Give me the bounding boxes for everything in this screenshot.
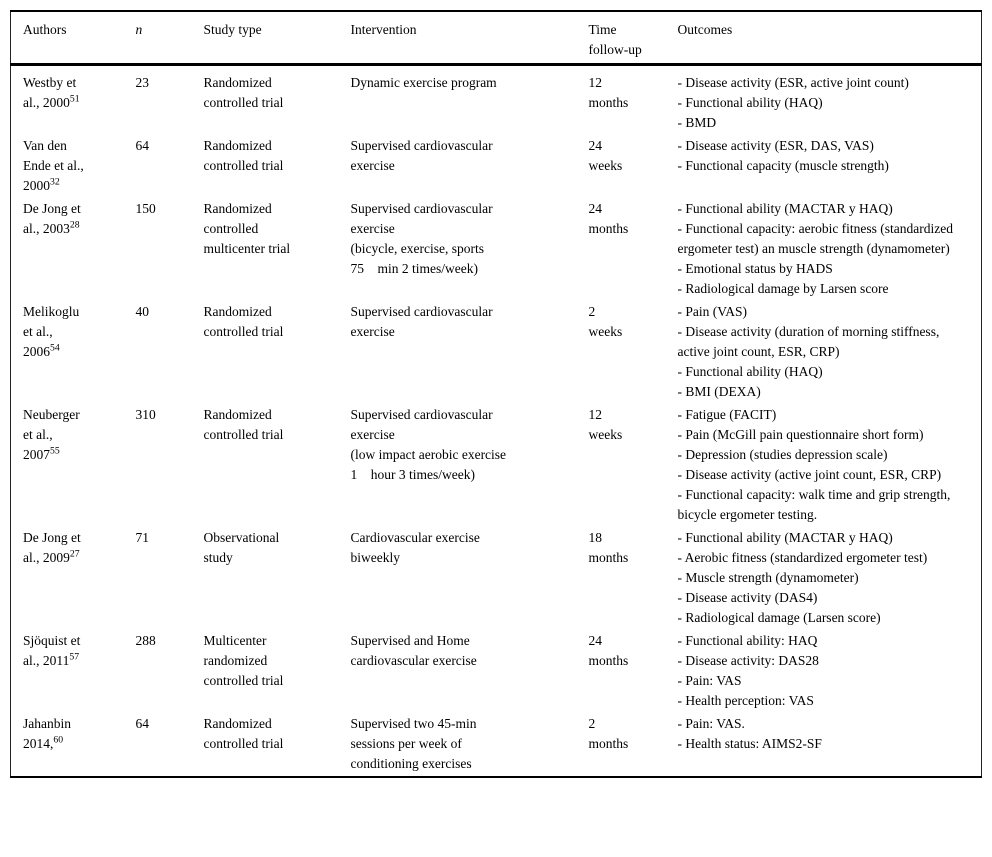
time-followup-cell: 24 months [588, 201, 629, 236]
outcome-item: - Disease activity (ESR, DAS, VAS) [677, 138, 874, 153]
outcome-item: - Functional ability (HAQ) [677, 364, 823, 379]
studies-table: Authors n Study type Intervention Time f… [10, 10, 982, 778]
outcome-item: - Disease activity (active joint count, … [677, 467, 942, 482]
outcome-item: - Functional ability (HAQ) [677, 95, 823, 110]
time-followup-cell: 12 months [588, 75, 629, 110]
outcome-item: - Aerobic fitness (standardized ergomete… [677, 550, 928, 565]
n-cell: 288 [135, 633, 156, 648]
outcomes-cell: - Pain (VAS) - Disease activity (duration… [678, 301, 982, 404]
outcome-item: - Muscle strength (dynamometer) [677, 570, 859, 585]
table-row: Neuberger et al., 200755 310 Randomized contr… [11, 404, 982, 527]
time-followup-cell: 12 weeks [588, 407, 623, 442]
outcome-item: - Pain (VAS) [677, 304, 748, 319]
outcome-item: - Pain (McGill pain questionnaire short … [677, 427, 924, 442]
intervention-cell: Dynamic exercise program [350, 75, 497, 90]
outcome-item: - Pain: VAS [677, 673, 742, 688]
study-type-cell: Randomized controlled trial [203, 75, 284, 110]
n-cell: 40 [135, 304, 150, 319]
authors-cell: Jahanbin 2014,60 [23, 716, 71, 751]
n-cell: 64 [135, 138, 150, 153]
outcomes-cell: - Functional ability (MACTAR y HAQ) - Aer… [678, 527, 982, 630]
outcomes-cell: - Functional ability: HAQ - Disease activ… [678, 630, 982, 713]
column-header-n: n [135, 11, 204, 66]
outcome-item: - Radiological damage (Larsen score) [677, 610, 881, 625]
intervention-cell: Supervised two 45-min sessions per week o… [350, 716, 477, 771]
intervention-cell: Cardiovascular exercise biweekly [350, 530, 480, 565]
outcomes-cell: - Disease activity (ESR, DAS, VAS) - Func… [678, 135, 982, 198]
authors-cell: De Jong et al., 200328 [23, 201, 81, 236]
study-type-cell: Randomized controlled trial [203, 716, 284, 751]
column-header-intervention: Intervention [350, 11, 589, 66]
table-row: De Jong et al., 200927 71 Observational stud… [11, 527, 982, 630]
authors-cell: Neuberger et al., 200755 [23, 407, 80, 462]
outcome-item: - Disease activity (duration of morning … [677, 324, 940, 359]
authors-cell: De Jong et al., 200927 [23, 530, 81, 565]
time-followup-cell: 24 months [588, 633, 629, 668]
outcome-item: - Functional capacity: walk time and gri… [677, 487, 951, 522]
header-row: Authors n Study type Intervention Time f… [10, 11, 982, 66]
column-header-authors: Authors [10, 11, 136, 66]
outcome-item: - Fatigue (FACIT) [677, 407, 777, 422]
outcome-item: - Pain: VAS. [677, 716, 745, 731]
time-followup-cell: 24 weeks [588, 138, 623, 173]
intervention-cell: Supervised cardiovascular exercise (bicycl… [350, 201, 493, 276]
n-cell: 150 [135, 201, 156, 216]
outcome-item: - Health status: AIMS2-SF [677, 736, 822, 751]
study-type-cell: Randomized controlled trial [203, 138, 284, 173]
table-row: Van den Ende et al., 200032 64 Randomized con… [11, 135, 982, 198]
intervention-cell: Supervised cardiovascular exercise [350, 304, 493, 339]
time-followup-cell: 2 months [588, 716, 629, 751]
n-cell: 71 [135, 530, 150, 545]
outcome-item: - Disease activity: DAS28 [677, 653, 819, 668]
outcome-item: - Functional capacity: aerobic fitness (… [677, 221, 954, 256]
table-row: Jahanbin 2014,60 64 Randomized controlled tr… [11, 713, 982, 777]
table-row: Westby et al., 200051 23 Randomized controll… [11, 65, 982, 136]
outcome-item: - BMD [677, 115, 717, 130]
study-type-cell: Randomized controlled trial [203, 304, 284, 339]
column-header-study-type: Study type [203, 11, 351, 66]
outcome-item: - Depression (studies depression scale) [677, 447, 888, 462]
outcome-item: - Health perception: VAS [677, 693, 814, 708]
table-row: De Jong et al., 200328 150 Randomized contro… [11, 198, 982, 301]
authors-cell: Westby et al., 200051 [23, 75, 80, 110]
outcome-item: - Functional ability (MACTAR y HAQ) [677, 530, 893, 545]
time-followup-cell: 2 weeks [588, 304, 623, 339]
column-header-time-followup: Time follow-up [588, 11, 678, 66]
time-followup-cell: 18 months [588, 530, 629, 565]
authors-cell: Sjöquist et al., 201157 [23, 633, 81, 668]
table-header: Authors n Study type Intervention Time f… [10, 11, 982, 66]
outcome-item: - Disease activity (DAS4) [677, 590, 818, 605]
intervention-cell: Supervised and Home cardiovascular exerci… [350, 633, 477, 668]
outcomes-cell: - Disease activity (ESR, active joint co… [678, 65, 982, 136]
table-body: Westby et al., 200051 23 Randomized controll… [11, 65, 982, 778]
intervention-cell: Supervised cardiovascular exercise [350, 138, 493, 173]
outcome-item: - Functional capacity (muscle strength) [677, 158, 889, 173]
outcome-item: - Functional ability (MACTAR y HAQ) [677, 201, 893, 216]
study-type-cell: Observational study [203, 530, 280, 565]
column-header-outcomes: Outcomes [677, 11, 982, 66]
study-type-cell: Multicenter randomized controlled trial [203, 633, 284, 688]
authors-cell: Melikoglu et al., 200654 [23, 304, 80, 359]
outcome-item: - Functional ability: HAQ [677, 633, 818, 648]
outcome-item: - Emotional status by HADS [677, 261, 833, 276]
n-cell: 64 [135, 716, 150, 731]
n-cell: 23 [135, 75, 150, 90]
outcomes-cell: - Fatigue (FACIT) - Pain (McGill pain que… [678, 404, 982, 527]
authors-cell: Van den Ende et al., 200032 [23, 138, 84, 193]
table-row: Sjöquist et al., 201157 288 Multicenter rand… [11, 630, 982, 713]
outcome-item: - BMI (DEXA) [677, 384, 761, 399]
study-type-cell: Randomized controlled multicenter trial [203, 201, 291, 256]
outcome-item: - Disease activity (ESR, active joint co… [677, 75, 909, 90]
outcome-item: - Radiological damage by Larsen score [677, 281, 889, 296]
outcomes-cell: - Pain: VAS. - Health status: AIMS2-SF [678, 713, 982, 777]
intervention-cell: Supervised cardiovascular exercise (low im… [350, 407, 507, 482]
table-row: Melikoglu et al., 200654 40 Randomized contro… [11, 301, 982, 404]
outcomes-cell: - Functional ability (MACTAR y HAQ) - Fun… [678, 198, 982, 301]
study-type-cell: Randomized controlled trial [203, 407, 284, 442]
n-cell: 310 [135, 407, 156, 422]
